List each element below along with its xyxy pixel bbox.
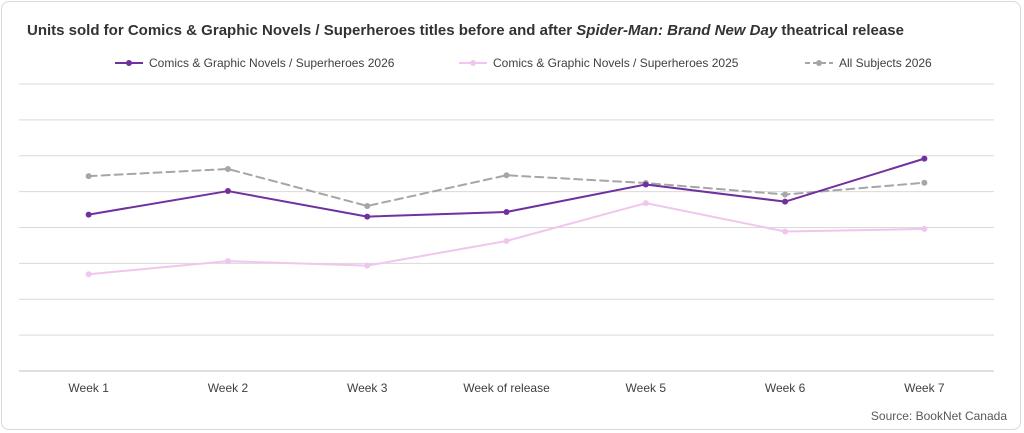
data-point-series-1 xyxy=(503,209,510,216)
series-line-1 xyxy=(87,157,926,218)
data-point-series-2 xyxy=(364,262,371,269)
data-point-series-2 xyxy=(503,237,510,244)
data-point-series-3 xyxy=(85,173,92,180)
data-point-series-2 xyxy=(85,271,92,278)
legend-label-series-1: Comics & Graphic Novels / Superheroes 20… xyxy=(149,56,395,70)
chart-legend: Comics & Graphic Novels / Superheroes 20… xyxy=(0,56,1024,74)
data-point-series-3 xyxy=(503,172,510,179)
legend-swatch-series-2 xyxy=(459,57,487,69)
x-tick-label: Week 5 xyxy=(626,381,667,395)
data-point-series-1 xyxy=(224,188,231,195)
x-tick-label: Week 6 xyxy=(765,381,806,395)
data-point-series-1 xyxy=(782,198,789,205)
data-point-series-3 xyxy=(224,165,231,172)
legend-item-series-1[interactable]: Comics & Graphic Novels / Superheroes 20… xyxy=(115,56,394,70)
data-point-series-1 xyxy=(85,211,92,218)
data-point-series-2 xyxy=(224,258,231,265)
x-tick-label: Week 7 xyxy=(904,381,945,395)
x-tick-label: Week 1 xyxy=(68,381,109,395)
chart-title: Units sold for Comics & Graphic Novels /… xyxy=(27,22,904,39)
legend-item-series-3[interactable]: All Subjects 2026 xyxy=(805,56,932,70)
legend-item-series-2[interactable]: Comics & Graphic Novels / Superheroes 20… xyxy=(459,56,738,70)
chart-title-suffix: theatrical release xyxy=(777,22,904,39)
x-tick-label: Week of release xyxy=(463,381,550,395)
chart-title-prefix: Units sold for Comics & Graphic Novels /… xyxy=(27,22,577,39)
data-point-series-1 xyxy=(921,155,928,162)
data-point-series-2 xyxy=(642,200,649,207)
data-point-series-1 xyxy=(642,181,649,188)
legend-swatch-series-1 xyxy=(115,57,143,69)
legend-swatch-series-3 xyxy=(805,57,833,69)
source-note: Source: BookNet Canada xyxy=(870,409,1007,423)
data-point-series-1 xyxy=(364,213,371,220)
legend-label-series-3: All Subjects 2026 xyxy=(839,56,932,70)
chart-title-film-name: Spider-Man: Brand New Day xyxy=(576,22,778,39)
x-tick-label: Week 3 xyxy=(347,381,388,395)
data-point-series-2 xyxy=(782,228,789,235)
x-tick-label: Week 2 xyxy=(208,381,249,395)
legend-label-series-2: Comics & Graphic Novels / Superheroes 20… xyxy=(493,56,739,70)
data-point-series-3 xyxy=(364,202,371,209)
data-point-series-3 xyxy=(782,191,789,198)
data-point-series-3 xyxy=(921,179,928,186)
data-point-series-2 xyxy=(921,225,928,232)
